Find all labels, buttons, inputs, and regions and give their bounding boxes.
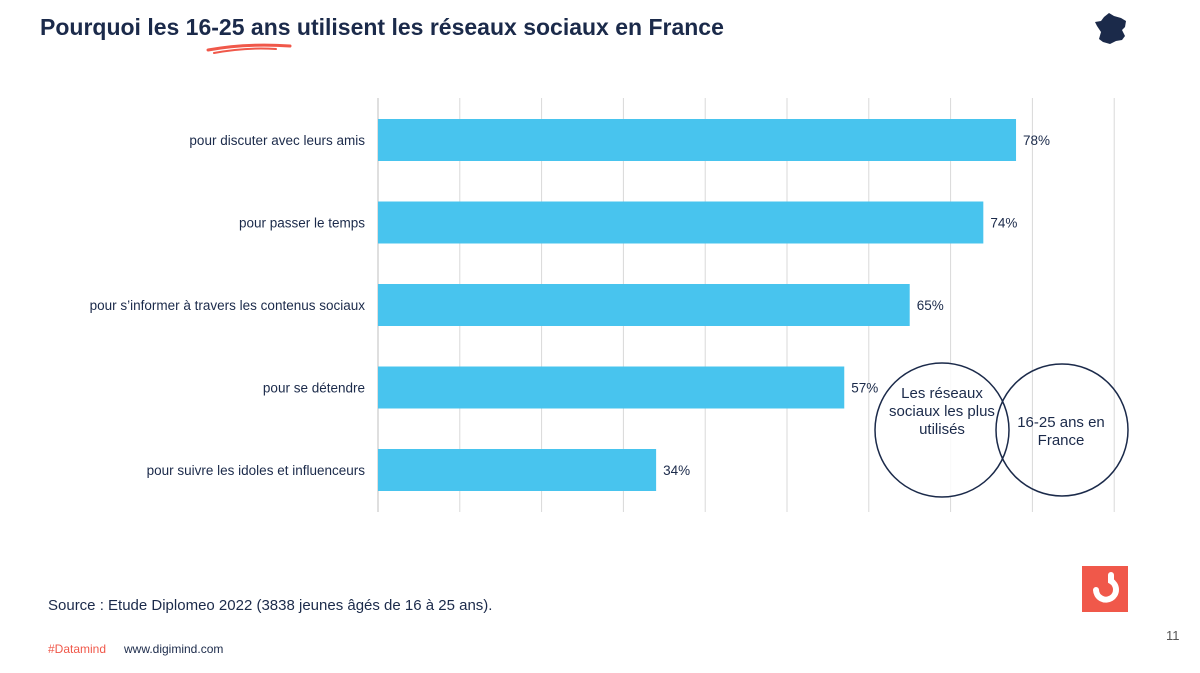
bar [378, 449, 657, 491]
category-label: pour suivre les idoles et influenceurs [147, 463, 366, 478]
data-label: 57% [851, 381, 878, 396]
france-map-icon [1095, 13, 1126, 44]
source-note: Source : Etude Diplomeo 2022 (3838 jeune… [48, 597, 493, 614]
bar [378, 366, 845, 409]
data-label: 65% [917, 298, 944, 313]
venn-left-circle [874, 362, 1010, 498]
category-label: pour passer le temps [239, 216, 365, 231]
title-underline [206, 43, 292, 54]
bar [378, 201, 984, 244]
venn-right-label: 16-25 ans en France [1017, 414, 1105, 449]
category-label: pour discuter avec leurs amis [189, 133, 365, 148]
category-label: pour se détendre [263, 381, 365, 396]
venn-right-circle [995, 363, 1129, 497]
data-label: 74% [990, 216, 1017, 231]
data-label: 34% [663, 463, 690, 478]
digimind-logo-icon [1082, 566, 1128, 612]
page-title: Pourquoi les 16-25 ans utilisent les rés… [40, 14, 724, 40]
category-label: pour s’informer à travers les contenus s… [90, 298, 366, 313]
data-label: 78% [1023, 133, 1050, 148]
footer-link[interactable]: www.digimind.com [124, 642, 224, 656]
bar [378, 119, 1017, 161]
footer-hashtag: #Datamind [48, 642, 107, 656]
venn-left-label: Les réseaux sociaux les plus utilisés [889, 385, 995, 438]
page-number: 11 [1166, 628, 1180, 643]
bar [378, 284, 910, 326]
